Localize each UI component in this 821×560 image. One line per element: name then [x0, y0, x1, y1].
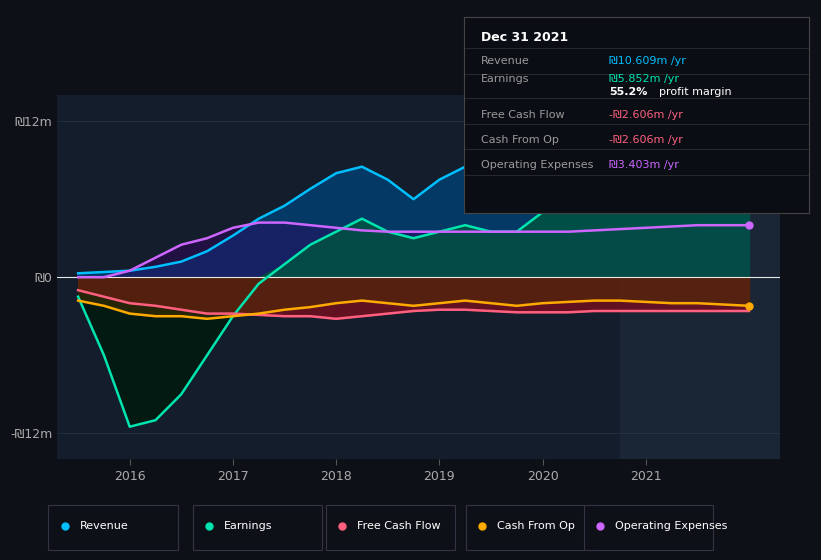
Text: ₪10.609m /yr: ₪10.609m /yr — [608, 56, 686, 66]
Text: Revenue: Revenue — [481, 56, 530, 66]
FancyBboxPatch shape — [48, 505, 178, 550]
Text: ₪5.852m /yr: ₪5.852m /yr — [608, 73, 679, 83]
FancyBboxPatch shape — [585, 505, 713, 550]
FancyBboxPatch shape — [192, 505, 322, 550]
Text: Free Cash Flow: Free Cash Flow — [481, 110, 565, 120]
Text: Earnings: Earnings — [481, 73, 530, 83]
Text: Free Cash Flow: Free Cash Flow — [356, 521, 440, 531]
Text: -₪2.606m /yr: -₪2.606m /yr — [608, 136, 682, 145]
Text: profit margin: profit margin — [658, 87, 732, 97]
Text: Operating Expenses: Operating Expenses — [481, 160, 594, 170]
Text: Revenue: Revenue — [80, 521, 128, 531]
Text: Earnings: Earnings — [223, 521, 272, 531]
Text: Operating Expenses: Operating Expenses — [615, 521, 727, 531]
Text: Dec 31 2021: Dec 31 2021 — [481, 31, 568, 44]
Text: Cash From Op: Cash From Op — [481, 136, 559, 145]
Bar — [620, 95, 780, 459]
FancyBboxPatch shape — [325, 505, 455, 550]
Text: -₪2.606m /yr: -₪2.606m /yr — [608, 110, 682, 120]
Text: Cash From Op: Cash From Op — [497, 521, 575, 531]
FancyBboxPatch shape — [466, 505, 595, 550]
Text: ₪3.403m /yr: ₪3.403m /yr — [608, 160, 679, 170]
Text: 55.2%: 55.2% — [608, 87, 647, 97]
